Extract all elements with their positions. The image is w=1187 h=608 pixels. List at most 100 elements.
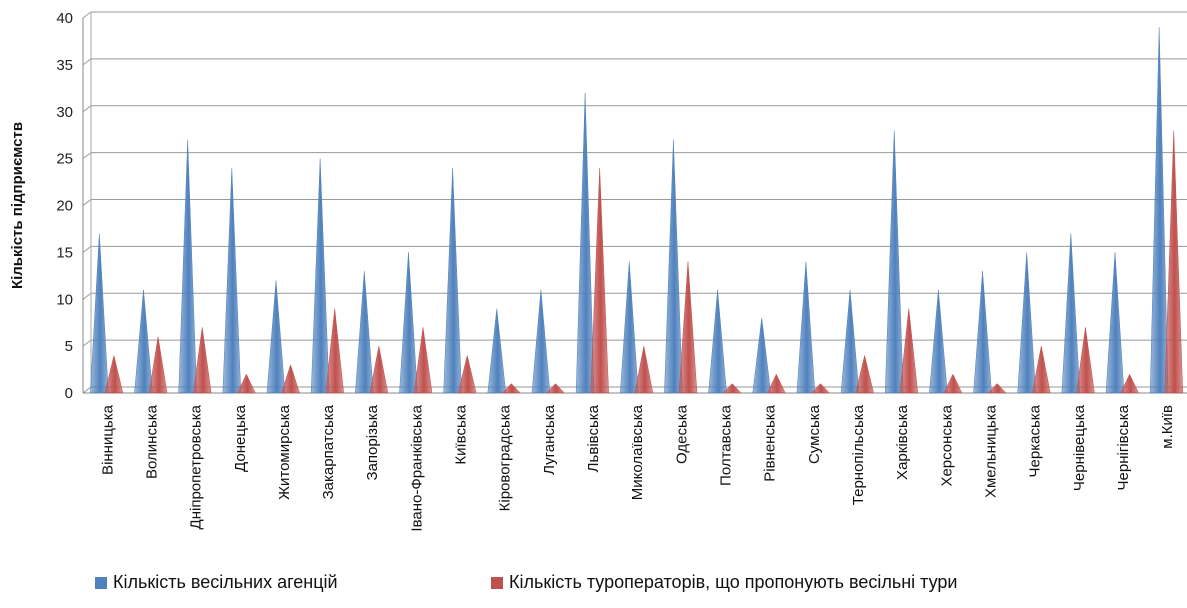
x-tick-label: Донецька [232, 404, 249, 472]
gridline-depth [82, 292, 92, 300]
bar-tour-operators [1120, 373, 1139, 394]
x-tick-label: Тернопільська [850, 404, 867, 505]
chart: 0 5 10 15 20 25 30 35 40 Кількість підприємств Він… [9, 10, 1187, 532]
bar-agencies [1105, 252, 1125, 394]
gridline-depth [82, 386, 92, 394]
y-tick-label: 25 [56, 151, 73, 168]
x-tick-label: Київська [453, 404, 470, 464]
x-tick-label: Чернівецька [1071, 404, 1088, 491]
y-tick-label: 0 [65, 385, 73, 402]
x-tick-label: Одеська [673, 404, 690, 464]
bar-tour-operators [766, 373, 786, 394]
legend-item-agencies: Кількість весільних агенцій [95, 572, 338, 593]
bar-tour-operators [457, 355, 477, 394]
bar-agencies [134, 289, 153, 394]
bar-agencies [796, 261, 816, 394]
x-tick-label: Полтавська [718, 404, 735, 486]
bar-agencies [90, 233, 109, 394]
legend-swatch-agencies [95, 576, 107, 589]
bar-agencies [443, 167, 462, 394]
bar-tour-operators [1076, 327, 1095, 394]
gridline-depth [82, 105, 92, 113]
bar-tour-operators [148, 336, 168, 394]
bar-tour-operators [413, 327, 433, 394]
bar-tour-operators [104, 355, 124, 394]
bar-agencies [222, 167, 242, 394]
x-tick-label: Житомирська [276, 404, 293, 500]
y-tick-label: 5 [65, 338, 73, 355]
legend-swatch-tour-operators [491, 576, 503, 589]
y-tick-label: 30 [56, 104, 73, 121]
x-tick-label: Запорізька [364, 404, 381, 480]
x-tick-label: Вінницька [99, 404, 116, 475]
legend-label-agencies: Кількість весільних агенцій [113, 572, 338, 592]
bar-tour-operators [722, 383, 742, 394]
gridline-depth [82, 199, 92, 206]
bar-agencies [752, 317, 772, 394]
bar-agencies [531, 289, 551, 394]
bar-agencies [1149, 27, 1169, 394]
legend: Кількість весільних агенцій Кількість ту… [95, 572, 1185, 602]
bar-tour-operators [1164, 130, 1184, 394]
x-tick-label: Миколаївська [629, 404, 646, 500]
legend-item-tour-operators: Кількість туроператорів, що пропонують в… [491, 572, 957, 593]
bar-agencies [929, 289, 948, 394]
x-tick-label: м.Київ [1159, 405, 1176, 449]
x-tick-label: Рівненська [762, 404, 779, 481]
bar-tour-operators [369, 346, 389, 394]
bar-tour-operators [943, 373, 963, 394]
bar-tour-operators [678, 261, 698, 394]
bar-tour-operators [192, 327, 212, 394]
bar-agencies [178, 139, 197, 394]
y-tick-label: 15 [56, 244, 73, 261]
legend-label-tour-operators: Кількість туроператорів, що пропонують в… [509, 572, 958, 592]
bar-tour-operators [590, 167, 609, 394]
gridline-depth [82, 245, 92, 253]
x-tick-label: Закарпатська [320, 404, 337, 499]
bar-agencies [619, 261, 639, 394]
bar-agencies [884, 130, 904, 394]
y-axis-title: Кількість підприємств [9, 122, 26, 289]
bar-agencies [1017, 252, 1036, 394]
bar-tour-operators [1031, 346, 1051, 394]
bar-tour-operators [810, 383, 831, 394]
y-tick-label: 40 [56, 10, 73, 27]
x-tick-label: Кіровоградська [497, 404, 514, 511]
bar-agencies [973, 271, 992, 394]
bar-tour-operators [899, 308, 919, 394]
x-tick-label: Хмельницька [982, 404, 999, 498]
gridline-depth [82, 11, 92, 19]
gridline-depth [82, 152, 92, 160]
bar-agencies [1061, 233, 1081, 394]
x-tick-label: Херсонська [938, 404, 955, 486]
bar-agencies [399, 252, 418, 394]
gridline-depth [82, 58, 92, 66]
x-tick-label: Луганська [541, 404, 558, 474]
bar-tour-operators [236, 373, 256, 394]
bar-tour-operators [987, 383, 1007, 394]
bar-agencies [266, 280, 286, 394]
bar-tour-operators [545, 383, 566, 394]
bar-agencies [708, 289, 727, 394]
gridline-depth [82, 339, 92, 347]
x-tick-label: Харківська [894, 404, 911, 480]
bar-tour-operators [325, 308, 344, 394]
y-tick-label: 20 [56, 198, 73, 215]
x-tick-label: Івано-Франківська [408, 404, 425, 531]
bar-agencies [664, 139, 683, 394]
bar-tour-operators [281, 364, 300, 394]
x-tick-label: Дніпропетровська [188, 404, 205, 529]
bar-tour-operators [634, 346, 654, 394]
y-tick-label: 35 [56, 57, 73, 74]
y-tick-label: 10 [56, 291, 73, 308]
bar-agencies [310, 158, 330, 394]
bar-agencies [575, 92, 595, 394]
bar-agencies [487, 308, 507, 394]
x-tick-label: Сумська [806, 404, 823, 464]
bar-agencies [355, 271, 374, 394]
bar-tour-operators [855, 355, 874, 394]
x-tick-label: Чернігівська [1115, 404, 1132, 490]
x-tick-label: Львівська [585, 404, 602, 472]
x-tick-label: Волинська [143, 404, 160, 479]
x-tick-label: Черкаська [1027, 404, 1044, 477]
